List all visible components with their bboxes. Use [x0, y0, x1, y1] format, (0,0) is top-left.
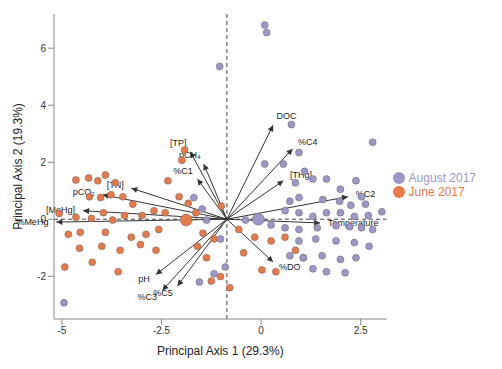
svg-text:pCO₂: pCO₂ — [72, 187, 95, 198]
svg-text:%C5: %C5 — [153, 287, 173, 298]
svg-text:pH: pH — [138, 274, 150, 284]
svg-text:%C3: %C3 — [137, 292, 157, 302]
svg-text:DOC: DOC — [277, 111, 298, 121]
svg-text:0: 0 — [258, 325, 264, 336]
svg-text:-5: -5 — [58, 325, 67, 336]
svg-text:pCH₄: pCH₄ — [179, 150, 201, 160]
svg-text:-2.5: -2.5 — [153, 325, 171, 336]
html-text:June 2017: June 2017 — [408, 184, 465, 199]
html-text:August 2017: August 2017 — [408, 170, 476, 185]
svg-text:%DO: %DO — [279, 262, 301, 272]
svg-text:0: 0 — [40, 214, 46, 225]
svg-text:2: 2 — [40, 157, 46, 168]
svg-text:%C4: %C4 — [298, 137, 318, 147]
svg-text:2.5: 2.5 — [354, 325, 368, 336]
svg-text:Principal Axis 1 (29.3%): Principal Axis 1 (29.3%) — [157, 344, 284, 358]
svg-text:[TN]: [TN] — [107, 180, 124, 190]
svg-text:Principal Axis 2 (19.3%): Principal Axis 2 (19.3%) — [11, 103, 25, 230]
svg-text:[MeHg]: [MeHg] — [46, 204, 76, 215]
svg-text:4: 4 — [40, 100, 46, 111]
svg-text:[THg]: [THg] — [290, 170, 313, 181]
svg-text:[TP]: [TP] — [169, 138, 187, 149]
svg-text:6: 6 — [40, 43, 46, 54]
svg-text:%C1: %C1 — [173, 166, 193, 176]
svg-text:-2: -2 — [37, 271, 46, 282]
svg-text:%C2: %C2 — [356, 189, 376, 199]
